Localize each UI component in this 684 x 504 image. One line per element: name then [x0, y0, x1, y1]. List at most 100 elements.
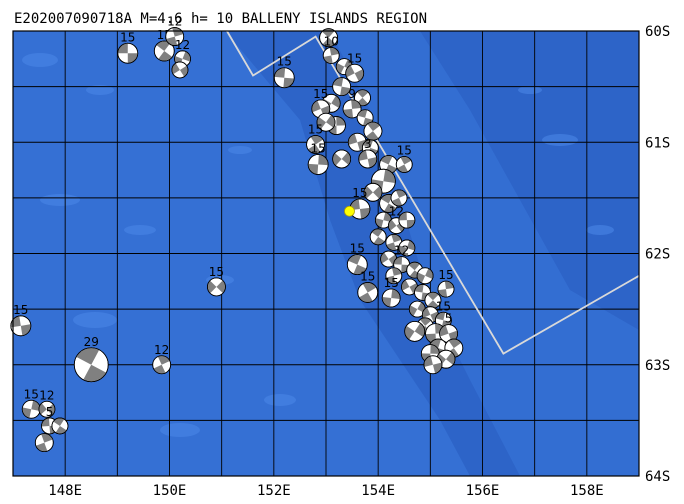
event-depth-label: 5: [445, 312, 453, 326]
focal-mechanism: [404, 320, 426, 342]
bathymetry-patch: [518, 86, 542, 94]
event-depth-label: 12: [154, 343, 169, 357]
focal-mechanism: [385, 233, 403, 251]
focal-mechanism: [332, 77, 352, 97]
plate-boundary-line: [226, 30, 640, 355]
focal-mechanism: [51, 417, 69, 435]
focal-mechanism: [354, 89, 371, 107]
focal-mechanism: [423, 355, 443, 375]
event-depth-label: 3: [364, 137, 372, 151]
focal-mechanism: 15: [117, 30, 139, 64]
latitude-labels: 60S 61S 62S 63S 64S: [645, 24, 670, 485]
event-depth-label: 15: [313, 87, 328, 101]
bathymetry-patch: [40, 194, 80, 206]
focal-mechanism: 15: [273, 55, 295, 89]
bathymetry-patch: [542, 134, 578, 146]
longitude-tick-label: 152E: [257, 483, 291, 499]
focal-mechanism: 15: [307, 142, 329, 175]
event-depth-label: 5: [46, 405, 54, 419]
focal-mechanism: 12: [174, 38, 191, 68]
event-depth-label: 15: [438, 268, 453, 282]
event-depth-label: 15: [350, 242, 365, 256]
event-depth-label: 15: [436, 299, 451, 313]
bathymetry-patch: [73, 312, 117, 328]
bathymetry-patch: [264, 394, 296, 406]
focal-mechanism: 15: [345, 51, 365, 83]
focal-mechanism: [424, 291, 442, 309]
event-depth-label: 15: [311, 142, 326, 156]
event-depth-label: 15: [120, 30, 135, 44]
main-event-marker: [344, 205, 355, 217]
longitude-tick-label: 158E: [570, 483, 604, 499]
focal-mechanism: 9: [342, 87, 362, 119]
focal-mechanism: 15: [434, 299, 452, 329]
focal-mechanism: 12: [152, 343, 172, 375]
focal-mechanism: [398, 239, 416, 257]
focal-mechanism: 15: [437, 268, 455, 298]
longitude-tick-label: 150E: [153, 483, 187, 499]
bathymetry-patch: [86, 85, 114, 95]
focal-mechanism: [416, 267, 434, 285]
focal-mechanism: [363, 121, 383, 141]
focal-mechanism: 15: [346, 242, 368, 276]
event-depth-label: 12: [167, 15, 182, 29]
focal-mechanism: [436, 349, 456, 369]
event-depth-label: 15: [13, 303, 28, 317]
focal-mechanism: 15: [207, 265, 226, 297]
focal-mechanism: 15: [21, 387, 41, 419]
focal-mechanism: [398, 211, 416, 229]
longitude-tick-label: 148E: [48, 483, 82, 499]
focal-mechanism: [356, 109, 374, 127]
bathymetry-patch: [228, 146, 252, 154]
focal-mechanism: [385, 267, 403, 285]
bathymetry-patch: [124, 225, 156, 235]
focal-mechanism: 15: [381, 276, 401, 308]
event-depth-label: 15: [352, 186, 367, 200]
focal-mechanism: 15: [306, 122, 325, 154]
latitude-tick-label: 60S: [645, 24, 670, 40]
focal-mechanism: 29: [73, 335, 109, 383]
focal-mechanism: 12: [38, 388, 56, 418]
latitude-tick-label: 64S: [645, 469, 670, 485]
event-depth-label: 15: [308, 122, 323, 136]
latitude-tick-label: 61S: [645, 135, 670, 151]
bathymetry-patch: [22, 53, 58, 67]
focal-mechanism: [34, 433, 54, 453]
focal-mechanism: 15: [311, 87, 331, 119]
focal-mechanism: 15: [10, 303, 32, 337]
focal-mechanism: [171, 61, 189, 79]
event-depth-label: 10: [324, 34, 339, 48]
longitude-tick-label: 154E: [361, 483, 395, 499]
map-frame: [12, 30, 640, 477]
event-depth-label: 29: [84, 335, 99, 349]
latitude-tick-label: 62S: [645, 247, 670, 263]
focal-mechanism: [374, 211, 392, 229]
event-depth-label: 9: [348, 87, 356, 101]
event-depth-label: 12: [175, 38, 190, 52]
focal-mechanism: [363, 182, 383, 202]
event-depth-label: 15: [384, 276, 399, 290]
focal-mechanism: 15: [395, 144, 413, 173]
bathymetry-patch: [160, 423, 200, 437]
focal-mechanism: [369, 228, 387, 246]
bathymetry-patch: [586, 225, 614, 235]
focal-mechanism: 15: [357, 269, 379, 303]
focal-mechanism: 3: [358, 137, 378, 169]
event-depth-label: 15: [397, 144, 412, 158]
focal-mechanism: 12: [165, 15, 185, 46]
event-depth-label: 12: [39, 388, 54, 402]
longitude-tick-label: 156E: [466, 483, 500, 499]
focal-mechanism: [390, 189, 408, 207]
event-depth-label: 12: [394, 244, 409, 258]
focal-mechanism: [332, 149, 352, 169]
longitude-labels: 148E 150E 152E 154E 156E 158E: [48, 483, 603, 499]
focal-mechanism: [316, 112, 336, 132]
focal-mechanism: 10: [322, 34, 340, 64]
latitude-tick-label: 63S: [645, 358, 670, 374]
event-depth-label: 15: [277, 55, 292, 69]
event-depth-label: 15: [209, 265, 224, 279]
event-depth-label: 15: [360, 269, 375, 283]
